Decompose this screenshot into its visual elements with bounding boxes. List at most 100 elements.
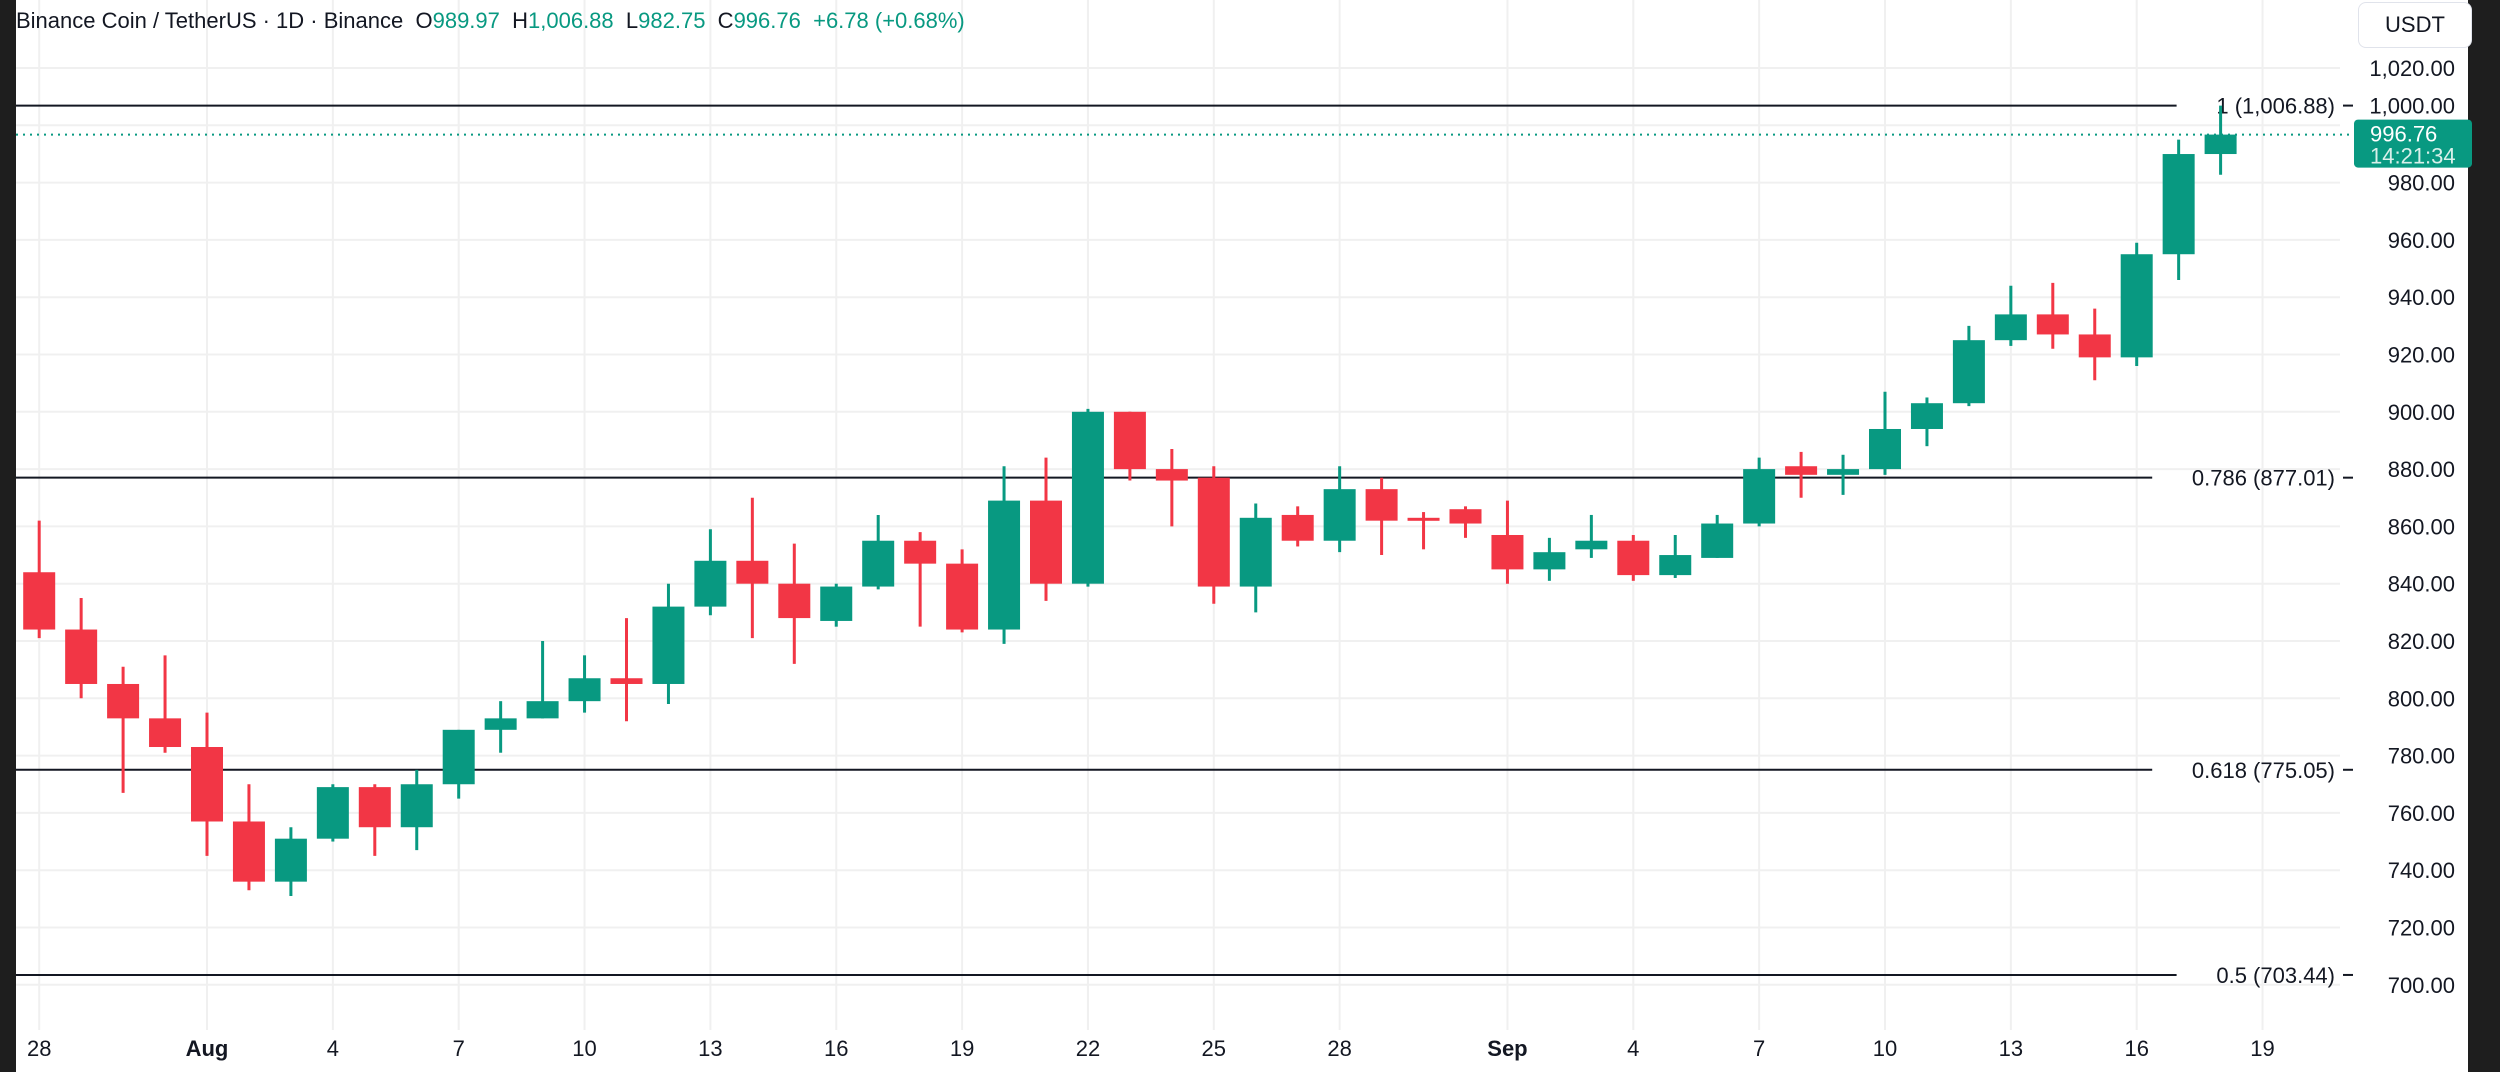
candle-body xyxy=(988,500,1021,630)
candle xyxy=(2162,139,2195,281)
candle xyxy=(1910,397,1943,447)
low-value: 982.75 xyxy=(638,8,706,33)
candle xyxy=(904,532,937,627)
candle-body xyxy=(191,747,223,822)
candle-body xyxy=(904,540,937,564)
candle xyxy=(316,784,349,842)
y-tick-label: 780.00 xyxy=(2388,744,2455,769)
y-tick-label: 960.00 xyxy=(2388,228,2455,253)
candle-body xyxy=(1407,517,1440,521)
candle xyxy=(1785,451,1818,498)
candle xyxy=(2078,308,2111,381)
y-tick-label: 820.00 xyxy=(2388,629,2455,654)
candle-body xyxy=(610,678,643,684)
candle-body xyxy=(1281,514,1314,541)
candle-body xyxy=(1030,500,1062,584)
x-tick-label: Sep xyxy=(1487,1036,1527,1061)
candle-body xyxy=(1617,540,1650,576)
candle-body xyxy=(1952,340,1985,404)
x-tick-label: 28 xyxy=(27,1036,51,1061)
candle-body xyxy=(358,787,391,828)
candle xyxy=(1155,449,1188,527)
y-tick-label: 840.00 xyxy=(2388,572,2455,597)
open-value: 989.97 xyxy=(432,8,500,33)
price-tag-box xyxy=(2354,119,2472,168)
high-label: H xyxy=(512,8,529,33)
candle-body xyxy=(862,540,895,587)
x-tick-label: 22 xyxy=(1076,1036,1100,1061)
candle-body xyxy=(652,606,685,684)
candle-body xyxy=(232,821,265,882)
x-tick-label: 7 xyxy=(453,1036,465,1061)
change-value: +6.78 (+0.68%) xyxy=(813,8,965,33)
fib-level-label: 0.786 (877.01) xyxy=(2192,466,2335,491)
fib-level-label: 0.618 (775.05) xyxy=(2192,758,2335,783)
candle xyxy=(65,598,98,699)
candle xyxy=(1533,537,1566,581)
candle xyxy=(1407,512,1440,550)
candle-body xyxy=(149,718,182,748)
candle xyxy=(778,543,811,664)
candle xyxy=(1701,514,1734,558)
candle xyxy=(1113,411,1146,481)
candle xyxy=(694,529,727,616)
x-tick-label: Aug xyxy=(186,1036,229,1061)
candle xyxy=(1071,408,1104,587)
candle-body xyxy=(946,563,979,630)
candle-body xyxy=(65,629,98,684)
candle-body xyxy=(1785,466,1818,475)
y-tick-label: 940.00 xyxy=(2388,285,2455,310)
x-tick-label: 25 xyxy=(1202,1036,1226,1061)
candle-body xyxy=(442,729,475,785)
candle-body xyxy=(484,718,517,730)
candle xyxy=(1365,477,1398,556)
candle xyxy=(1827,454,1860,495)
candle xyxy=(107,666,140,793)
candles xyxy=(23,105,2237,896)
candle xyxy=(274,827,307,896)
candle xyxy=(862,514,895,590)
candle-body xyxy=(23,572,56,630)
y-tick-label: 800.00 xyxy=(2388,686,2455,711)
y-tick-label: 900.00 xyxy=(2388,400,2455,425)
x-tick-label: 10 xyxy=(572,1036,596,1061)
candle xyxy=(1491,500,1524,584)
candle xyxy=(1617,534,1650,581)
y-tick-label: 700.00 xyxy=(2388,973,2455,998)
candle-body xyxy=(1323,489,1356,541)
symbol-title[interactable]: Binance Coin / TetherUS · 1D · Binance xyxy=(16,8,404,33)
fib-level-label: 1 (1,006.88) xyxy=(2216,94,2335,119)
x-tick-label: 4 xyxy=(327,1036,339,1061)
candle-body xyxy=(400,784,433,828)
x-tick-label: 4 xyxy=(1627,1036,1639,1061)
candle-body xyxy=(2036,314,2069,335)
candle xyxy=(358,784,391,856)
y-tick-label: 1,000.00 xyxy=(2369,94,2455,119)
candle xyxy=(2204,105,2237,175)
time-axis: 28 Aug 4 7 10 13 16 19 22 25 28 Sep 4 7 10 13 16 19 xyxy=(27,1036,2275,1061)
candle xyxy=(442,729,475,799)
candle-body xyxy=(820,586,853,621)
price-tag-countdown: 14:21:34 xyxy=(2370,144,2456,169)
candle xyxy=(1449,506,1482,538)
y-tick-label: 920.00 xyxy=(2388,343,2455,368)
candle-body xyxy=(1743,469,1776,524)
candle xyxy=(1197,466,1230,604)
candle-body xyxy=(2120,254,2153,358)
fib-levels: 1 (1,006.88) 0.786 (877.01) 0.618 (775.05)… xyxy=(16,94,2353,988)
price-tag-value: 996.76 xyxy=(2370,122,2437,147)
candle-body xyxy=(274,838,307,882)
x-tick-label: 13 xyxy=(1999,1036,2023,1061)
candle-body xyxy=(778,583,811,619)
candle-body xyxy=(1533,552,1566,570)
candle-body xyxy=(1239,517,1272,587)
candle xyxy=(1743,457,1776,527)
grid xyxy=(16,0,2340,1030)
y-tick-label: 720.00 xyxy=(2388,916,2455,941)
currency-button[interactable]: USDT xyxy=(2358,2,2472,48)
x-tick-label: 28 xyxy=(1327,1036,1351,1061)
candle xyxy=(2036,282,2069,349)
candle xyxy=(736,497,769,639)
